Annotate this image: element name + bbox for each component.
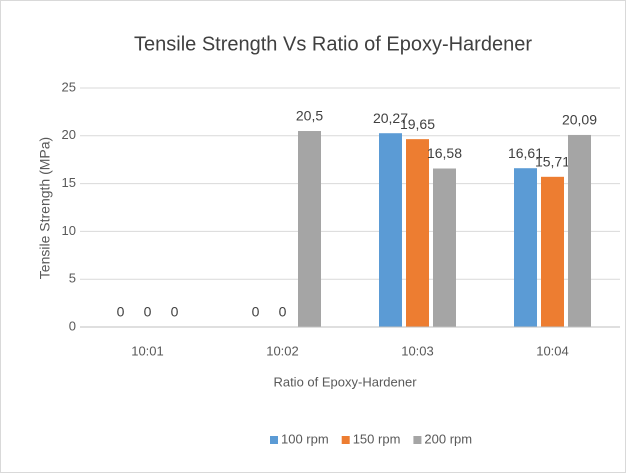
legend-swatch — [413, 436, 422, 444]
data-label: 20,5 — [296, 108, 323, 124]
data-label: 19,65 — [400, 116, 435, 132]
bar — [298, 131, 321, 327]
legend-label: 200 rpm — [424, 431, 472, 446]
data-label: 0 — [279, 304, 287, 320]
legend-label: 150 rpm — [353, 431, 401, 446]
y-tick-label: 0 — [69, 318, 76, 333]
x-tick-label: 10:04 — [536, 343, 569, 358]
bar — [514, 168, 537, 327]
y-tick-label: 10 — [62, 223, 76, 238]
bar — [568, 134, 591, 327]
x-tick-label: 10:02 — [266, 343, 299, 358]
legend-swatch — [270, 436, 278, 444]
data-label: 16,58 — [427, 145, 462, 161]
y-tick-label: 25 — [62, 79, 76, 94]
x-tick-label: 10:03 — [401, 343, 434, 358]
y-tick-label: 15 — [62, 175, 76, 190]
data-label: 0 — [117, 304, 125, 320]
data-label: 16,61 — [508, 145, 543, 161]
legend-swatch — [341, 436, 350, 444]
bar — [379, 133, 402, 327]
data-label: 0 — [144, 304, 152, 320]
data-label: 15,71 — [535, 154, 570, 170]
legend-label: 100 rpm — [281, 431, 329, 446]
x-axis-title: Ratio of Epoxy-Hardener — [273, 374, 417, 389]
bar — [406, 139, 429, 327]
y-tick-label: 20 — [62, 127, 76, 142]
bar — [433, 168, 456, 327]
y-tick-label: 5 — [69, 271, 76, 286]
chart-title: Tensile Strength Vs Ratio of Epoxy-Harde… — [134, 33, 532, 55]
data-label: 0 — [171, 304, 179, 320]
data-label: 20,09 — [562, 112, 597, 128]
bar — [541, 176, 564, 327]
data-label: 0 — [252, 304, 260, 320]
x-tick-label: 10:01 — [131, 343, 164, 358]
y-axis-title: Tensile Strength (MPa) — [37, 137, 53, 279]
data-label: 20,27 — [373, 110, 408, 126]
